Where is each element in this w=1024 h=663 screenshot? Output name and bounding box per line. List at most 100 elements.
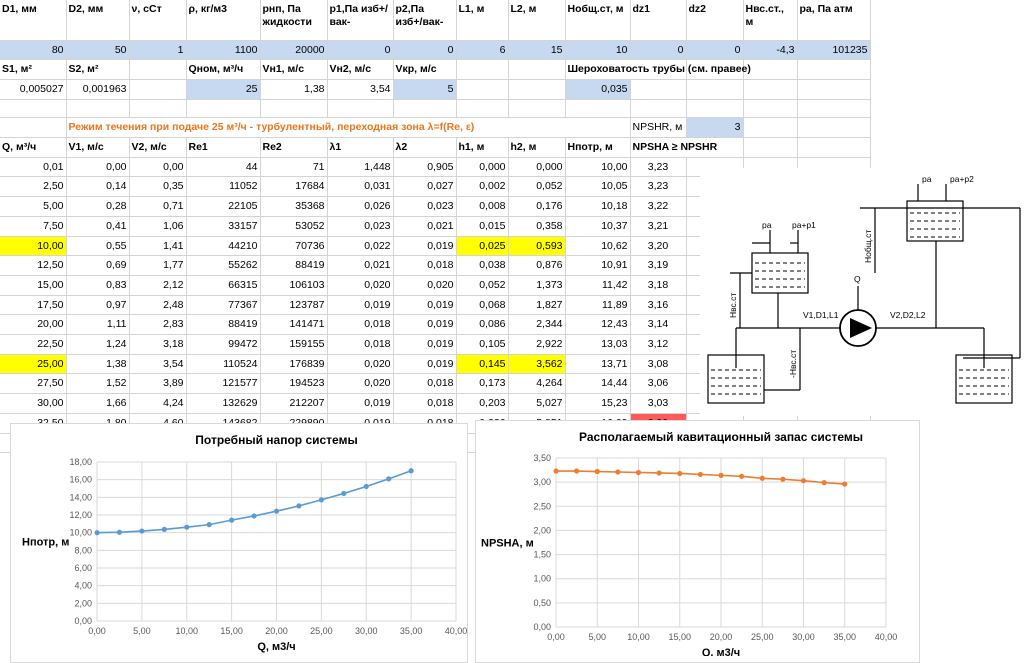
empty-cell[interactable] (630, 59, 687, 80)
data-cell[interactable]: 2,12 (129, 275, 187, 296)
param-input[interactable]: 101235 (797, 40, 871, 61)
param-header[interactable]: p1,Па изб+/вак- (327, 0, 394, 41)
data-cell[interactable]: 11,42 (565, 275, 631, 296)
table-column-header[interactable]: h1, м (456, 137, 509, 158)
empty-cell[interactable] (686, 99, 744, 119)
data-cell[interactable]: 88419 (186, 314, 261, 336)
empty-cell[interactable] (743, 59, 798, 80)
data-cell[interactable]: 3,03 (630, 393, 687, 414)
label-cell[interactable]: Vн1, м/с (260, 59, 328, 80)
value-cell[interactable]: 1,38 (260, 79, 328, 100)
data-cell[interactable]: 0,358 (508, 216, 566, 237)
data-cell[interactable]: 20,00 (0, 314, 67, 336)
table-column-header[interactable]: Re1 (186, 137, 261, 158)
data-cell[interactable]: 11,89 (565, 295, 631, 316)
empty-cell[interactable] (129, 79, 187, 100)
table-column-header[interactable]: Нпотр, м (565, 137, 631, 158)
data-cell[interactable]: 88419 (260, 255, 328, 276)
value-cell[interactable]: 5 (393, 79, 457, 100)
empty-cell[interactable] (456, 79, 509, 100)
value-cell[interactable]: 0,035 (565, 79, 631, 100)
data-cell[interactable]: 0,01 (0, 157, 67, 178)
param-header[interactable]: p2,Па изб+/вак- (393, 0, 457, 41)
data-cell[interactable]: 3,06 (630, 373, 687, 395)
label-cell[interactable]: Шероховатость трубы (см. правее) (565, 59, 751, 80)
data-cell[interactable]: 3,562 (508, 354, 566, 375)
data-cell[interactable]: 2,48 (129, 295, 187, 316)
data-cell[interactable]: 0,025 (456, 236, 509, 257)
data-cell[interactable]: 17,50 (0, 295, 67, 316)
data-cell[interactable]: 53052 (260, 216, 328, 237)
data-cell[interactable]: 0,71 (129, 196, 187, 217)
data-cell[interactable]: 0,086 (456, 314, 509, 336)
data-cell[interactable]: 0,00 (66, 157, 130, 178)
data-cell[interactable]: 35368 (260, 196, 328, 217)
param-header[interactable]: Нобщ.ст, м (565, 0, 631, 41)
value-cell[interactable]: 0,001963 (66, 79, 130, 100)
data-cell[interactable]: 2,344 (508, 314, 566, 336)
empty-cell[interactable] (186, 99, 261, 119)
data-cell[interactable]: 0,203 (456, 393, 509, 414)
value-cell[interactable]: 25 (186, 79, 261, 100)
data-cell[interactable]: 99472 (186, 334, 261, 355)
data-cell[interactable]: 0,018 (393, 373, 457, 395)
empty-cell[interactable] (743, 137, 798, 158)
empty-cell[interactable] (129, 99, 187, 119)
data-cell[interactable]: 0,019 (393, 354, 457, 375)
empty-cell[interactable] (508, 99, 566, 119)
param-header[interactable]: L1, м (456, 0, 509, 41)
data-cell[interactable]: 121577 (186, 373, 261, 395)
data-cell[interactable]: 0,023 (393, 196, 457, 217)
data-cell[interactable]: 44210 (186, 236, 261, 257)
table-column-header[interactable]: V2, м/с (129, 137, 187, 158)
data-cell[interactable]: 132629 (186, 393, 261, 414)
empty-cell[interactable] (260, 99, 328, 119)
param-input[interactable]: 0 (327, 40, 394, 61)
label-cell[interactable]: S2, м² (66, 59, 130, 80)
data-cell[interactable]: 3,20 (630, 236, 687, 257)
table-column-header[interactable]: h2, м (508, 137, 566, 158)
param-header[interactable]: D2, мм (66, 0, 130, 41)
data-cell[interactable]: 159155 (260, 334, 328, 355)
data-cell[interactable]: 12,43 (565, 314, 631, 336)
data-cell[interactable]: 1,373 (508, 275, 566, 296)
data-cell[interactable]: 0,145 (456, 354, 509, 375)
data-cell[interactable]: 194523 (260, 373, 328, 395)
table-column-header[interactable]: Q, м³/ч (0, 137, 67, 158)
empty-cell[interactable] (66, 99, 130, 119)
empty-cell[interactable] (393, 99, 457, 119)
data-cell[interactable]: 0,173 (456, 373, 509, 395)
data-cell[interactable]: 0,69 (66, 255, 130, 276)
data-cell[interactable]: 0,105 (456, 334, 509, 355)
data-cell[interactable]: 17684 (260, 176, 328, 198)
data-cell[interactable]: 3,08 (630, 354, 687, 375)
empty-cell[interactable] (508, 79, 566, 100)
data-cell[interactable]: 15,23 (565, 393, 631, 414)
data-cell[interactable]: 0,000 (508, 157, 566, 178)
data-cell[interactable]: 33157 (186, 216, 261, 237)
value-cell[interactable]: 3,54 (327, 79, 394, 100)
empty-cell[interactable] (743, 99, 798, 119)
data-cell[interactable]: 0,176 (508, 196, 566, 217)
data-cell[interactable]: 0,002 (456, 176, 509, 198)
label-cell[interactable]: Qном, м³/ч (186, 59, 261, 80)
data-cell[interactable]: 11052 (186, 176, 261, 198)
data-cell[interactable]: 0,00 (129, 157, 187, 178)
empty-cell[interactable] (456, 99, 509, 119)
empty-cell[interactable] (686, 59, 744, 80)
data-cell[interactable]: 0,019 (327, 393, 394, 414)
data-cell[interactable]: 5,00 (0, 196, 67, 217)
empty-cell[interactable] (797, 117, 871, 138)
param-header[interactable]: L2, м (508, 0, 566, 41)
data-cell[interactable]: 22,50 (0, 334, 67, 355)
empty-cell[interactable] (456, 59, 509, 80)
data-cell[interactable]: 0,28 (66, 196, 130, 217)
npshr-label[interactable]: NPSHR, м (630, 117, 687, 138)
data-cell[interactable]: 0,027 (393, 176, 457, 198)
data-cell[interactable]: 3,23 (630, 176, 687, 198)
empty-cell[interactable] (565, 99, 631, 119)
data-cell[interactable]: 110524 (186, 354, 261, 375)
param-header[interactable]: dz2 (686, 0, 744, 41)
empty-cell[interactable] (0, 117, 67, 138)
param-input[interactable]: 0 (393, 40, 457, 61)
